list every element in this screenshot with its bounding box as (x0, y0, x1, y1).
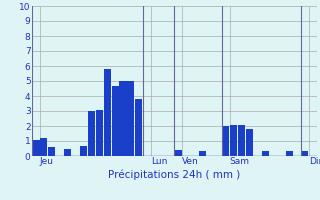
Bar (88, 111, 95, 156)
Bar (32, 140, 39, 156)
Bar (104, 69, 111, 156)
Bar (80, 146, 87, 156)
Bar (48, 147, 55, 156)
Bar (40, 138, 47, 156)
Bar (96, 110, 103, 156)
Bar (222, 126, 229, 156)
Bar (175, 150, 182, 156)
Bar (119, 81, 126, 156)
X-axis label: Précipitations 24h ( mm ): Précipitations 24h ( mm ) (108, 169, 241, 180)
Bar (230, 124, 237, 156)
Bar (127, 81, 134, 156)
Bar (238, 124, 245, 156)
Bar (246, 129, 253, 156)
Bar (262, 151, 269, 156)
Bar (198, 151, 206, 156)
Bar (64, 148, 71, 156)
Bar (111, 86, 119, 156)
Bar (301, 151, 308, 156)
Bar (135, 99, 142, 156)
Bar (285, 151, 293, 156)
